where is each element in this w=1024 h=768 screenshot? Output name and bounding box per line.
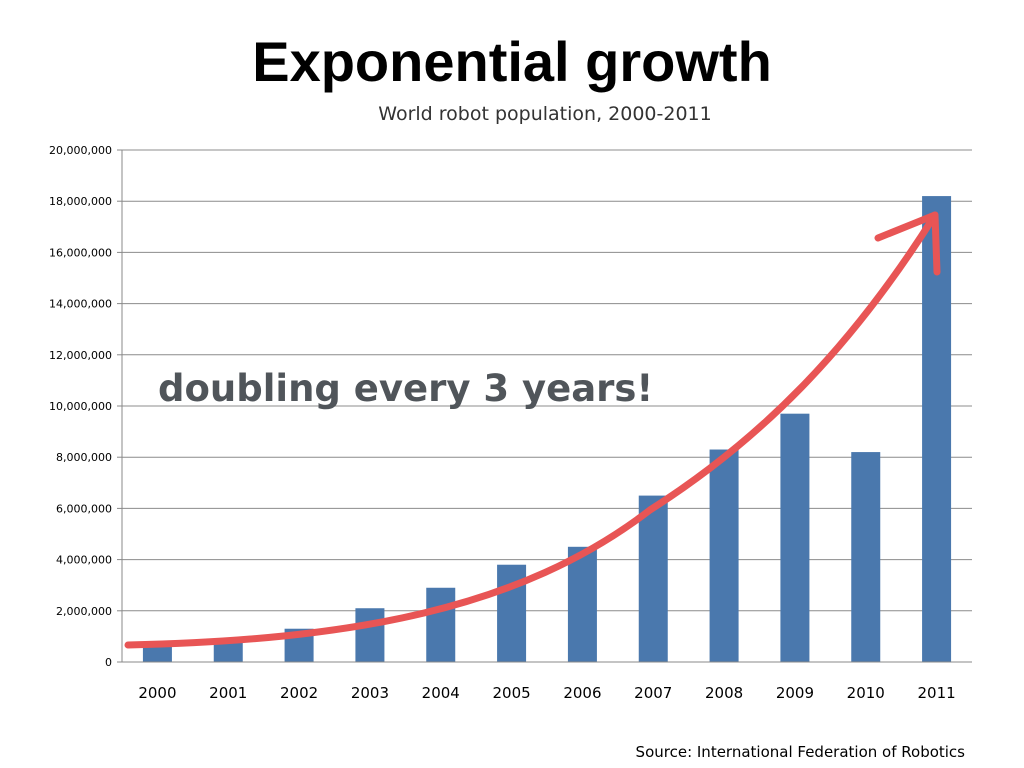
bar-2001 (213, 641, 243, 662)
bars (142, 196, 952, 662)
bar-2008 (709, 449, 739, 662)
y-tick-label: 12,000,000 (49, 349, 112, 362)
x-tick-label: 2008 (705, 684, 743, 702)
y-tick-label: 10,000,000 (49, 400, 112, 413)
x-tick-label: 2010 (847, 684, 885, 702)
y-tick-label: 16,000,000 (49, 246, 112, 259)
y-tick-label: 8,000,000 (56, 451, 112, 464)
chart-annotation: doubling every 3 years! (158, 367, 653, 410)
trend-arrow (124, 211, 941, 649)
x-tick-label: 2004 (422, 684, 460, 702)
chart-title: World robot population, 2000-2011 (378, 103, 711, 125)
bar-2006 (567, 546, 597, 662)
trend-arrow-head (874, 211, 941, 276)
x-tick-label: 2007 (634, 684, 672, 702)
y-tick-label: 0 (105, 656, 112, 669)
bar-2003 (355, 608, 385, 662)
x-tick-label: 2001 (209, 684, 247, 702)
source-note: Source: International Federation of Robo… (636, 743, 966, 761)
bar-2009 (780, 413, 810, 662)
x-tick-label: 2003 (351, 684, 389, 702)
x-tick-label: 2002 (280, 684, 318, 702)
bar-2010 (851, 452, 881, 662)
y-tick-label: 2,000,000 (56, 605, 112, 618)
gridlines (122, 149, 972, 612)
y-tick-label: 20,000,000 (49, 144, 112, 157)
bar-2007 (638, 495, 668, 662)
trend-arrow-curve (124, 211, 939, 649)
x-axis-ticks: 2000 2001 2002 2003 2004 2005 2006 2007 2008 2009… (138, 684, 955, 702)
y-tick-label: 18,000,000 (49, 195, 112, 208)
x-tick-label: 2000 (138, 684, 176, 702)
y-tick-label: 14,000,000 (49, 298, 112, 311)
x-tick-label: 2009 (776, 684, 814, 702)
x-tick-label: 2006 (563, 684, 601, 702)
bar-2004 (426, 587, 456, 662)
y-tick-label: 4,000,000 (56, 554, 112, 567)
y-axis-ticks: 0 2,000,000 4,000,000 6,000,000 8,000,000 10,… (49, 144, 122, 669)
slide-title: Exponential growth (252, 30, 772, 93)
x-tick-label: 2005 (492, 684, 530, 702)
x-tick-label: 2011 (917, 684, 955, 702)
y-tick-label: 6,000,000 (56, 502, 112, 515)
bar-2000 (142, 646, 172, 662)
